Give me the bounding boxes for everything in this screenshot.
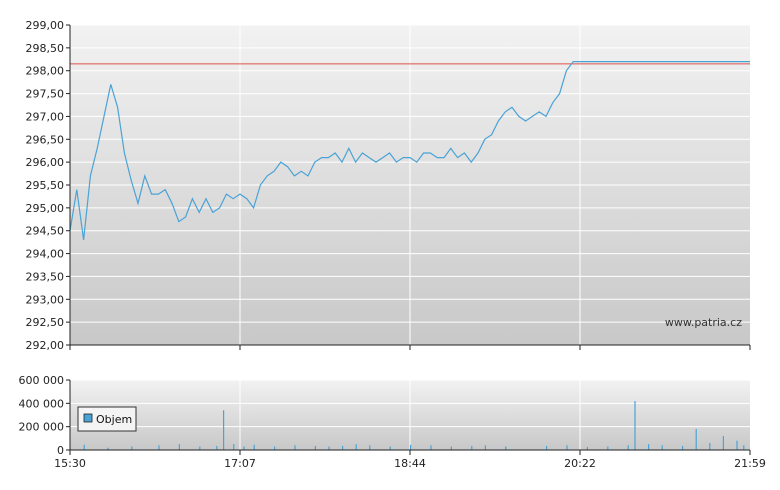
watermark: www.patria.cz: [665, 316, 742, 329]
volume-bar: [430, 445, 432, 450]
price-y-tick-label: 292,50: [26, 316, 65, 329]
price-y-tick-label: 294,00: [26, 248, 65, 261]
volume-bar: [328, 446, 330, 450]
price-y-tick-label: 296,50: [26, 133, 65, 146]
volume-bar: [314, 445, 316, 450]
legend-swatch: [83, 413, 93, 423]
volume-bar: [736, 440, 738, 450]
volume-bar: [722, 436, 724, 450]
volume-bar: [484, 445, 486, 450]
x-tick-label: 17:07: [224, 457, 256, 470]
volume-bar: [274, 446, 276, 450]
volume-bar: [586, 447, 588, 450]
volume-bar: [107, 447, 109, 450]
volume-bar: [355, 444, 357, 450]
volume-y-tick-label: 200 000: [19, 421, 65, 434]
volume-bar: [131, 446, 133, 450]
volume-bar: [607, 446, 609, 450]
volume-bar: [223, 410, 225, 450]
volume-bar: [695, 429, 697, 450]
volume-bar: [450, 446, 452, 450]
volume-bar: [389, 446, 391, 450]
price-panel: 292,00 292,50 293,00 293,50 294,00 294,50 295,…: [26, 19, 751, 352]
volume-bar: [342, 445, 344, 450]
volume-bar: [410, 444, 412, 451]
volume-y-tick-label: 400 000: [19, 397, 65, 410]
price-y-tick-label: 298,00: [26, 65, 65, 78]
x-tick-label: 20:22: [564, 457, 596, 470]
price-y-tick-label: 294,50: [26, 225, 65, 238]
volume-bar: [158, 445, 160, 450]
volume-bar: [566, 445, 568, 450]
x-tick-label: 15:30: [54, 457, 86, 470]
volume-y-tick-label: 600 000: [19, 374, 65, 387]
volume-bar: [634, 401, 636, 450]
x-tick-label: 18:44: [394, 457, 426, 470]
volume-bar: [661, 445, 663, 450]
legend-label: Objem: [96, 413, 132, 426]
price-y-tick-label: 297,00: [26, 110, 65, 123]
price-y-tick-label: 293,00: [26, 293, 65, 306]
volume-bar: [471, 445, 473, 450]
volume-bar: [243, 446, 245, 450]
volume-y-axis: 0 200 000 400 000 600 000: [19, 374, 70, 457]
volume-panel: 0 200 000 400 000 600 000 15:30 17:07 18:44 20…: [19, 374, 766, 470]
volume-bar: [743, 445, 745, 450]
volume-bar: [627, 445, 629, 450]
volume-bar: [546, 445, 548, 450]
volume-bar: [505, 446, 507, 450]
volume-x-axis: 15:30 17:07 18:44 20:22 21:59: [54, 450, 766, 470]
price-grid: [70, 24, 750, 346]
volume-legend: Objem: [77, 406, 137, 432]
volume-bar: [253, 444, 255, 451]
volume-bars: [83, 401, 745, 451]
volume-bar: [178, 444, 180, 450]
price-y-tick-label: 299,00: [26, 19, 65, 32]
x-tick-label: 21:59: [734, 457, 766, 470]
volume-bar: [294, 445, 296, 450]
volume-bar: [233, 444, 235, 450]
price-y-tick-label: 298,50: [26, 42, 65, 55]
price-y-tick-label: 292,00: [26, 339, 65, 352]
price-y-tick-label: 295,50: [26, 179, 65, 192]
price-y-tick-label: 296,00: [26, 156, 65, 169]
price-y-tick-label: 295,00: [26, 202, 65, 215]
price-x-axis: [69, 345, 751, 350]
price-series-line: [69, 60, 750, 240]
volume-bar: [682, 445, 684, 450]
volume-bar: [199, 446, 201, 450]
volume-y-tick-label: 0: [57, 444, 64, 457]
volume-bar: [648, 444, 650, 450]
volume-bar: [83, 444, 85, 451]
volume-bar: [216, 445, 218, 450]
volume-bar: [369, 445, 371, 450]
price-y-tick-label: 293,50: [26, 270, 65, 283]
volume-bar: [709, 443, 711, 450]
price-y-tick-label: 297,50: [26, 88, 65, 101]
price-y-axis: 292,00 292,50 293,00 293,50 294,00 294,50 295,…: [26, 19, 70, 352]
